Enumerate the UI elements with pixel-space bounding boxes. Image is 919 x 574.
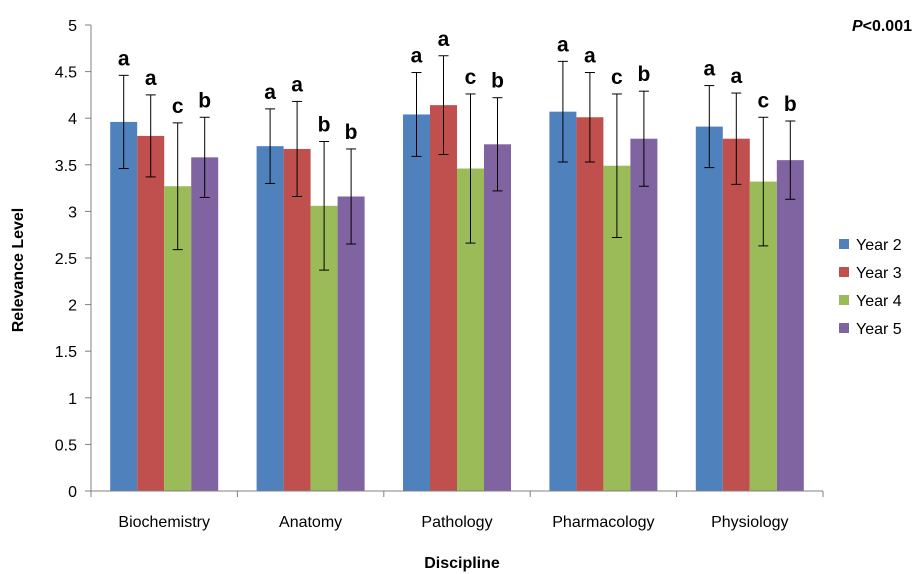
legend-swatch [839,295,849,305]
bars [110,105,804,492]
bar [430,105,457,491]
p-value-text: <0.001 [863,18,912,35]
bar [776,160,804,491]
significance-letter: a [264,81,276,104]
significance-letter: a [438,28,450,51]
significance-letter: b [491,70,504,93]
x-axis-title: Discipline [424,555,500,572]
bar [337,196,365,491]
category-label: Biochemistry [118,514,210,531]
bar [630,138,658,492]
legend-label: Year 2 [856,237,902,254]
significance-letter: b [784,93,797,116]
significance-letter: b [345,121,358,144]
category-label: Pathology [421,514,492,531]
significance-letter: a [557,33,569,56]
legend-swatch [839,267,849,277]
bar [549,111,577,492]
bar [256,146,284,491]
y-tick-label: 3.5 [55,158,77,175]
significance-letter: a [291,73,303,96]
category-label: Physiology [711,514,788,531]
y-axis-ticks: 0 0.5 1 1.5 2 2.5 3 3.5 4 4.5 5 [55,18,91,501]
significance-letter: a [118,47,130,70]
legend: Year 2 Year 3 Year 4 Year 5 [839,237,902,338]
bar [191,157,219,491]
y-axis-title: Relevance Level [10,208,27,333]
y-tick-label: 2 [68,298,77,315]
bar [722,138,750,492]
bar [695,126,723,491]
y-tick-label: 2.5 [55,251,77,268]
significance-letter: c [757,89,769,112]
significance-letter: a [703,58,715,81]
y-tick-label: 4.5 [55,65,77,82]
legend-label: Year 3 [856,265,902,282]
significance-letter: b [198,89,211,112]
legend-swatch [839,239,849,249]
bar [484,144,511,491]
category-label: Pharmacology [552,514,654,531]
legend-label: Year 5 [856,321,902,338]
y-tick-label: 5 [68,18,77,35]
significance-letter: a [730,65,742,88]
bar [576,117,604,491]
significance-letter: c [611,66,623,89]
bar [137,135,165,491]
significance-letter: b [318,114,331,137]
y-tick-label: 0 [68,484,77,501]
error-bars [118,55,796,271]
category-label: Anatomy [279,514,342,531]
significance-letter: c [465,66,477,89]
y-tick-label: 4 [68,111,77,128]
y-tick-label: 1 [68,391,77,408]
bar [110,121,138,491]
significance-letter: a [411,45,423,68]
y-tick-label: 3 [68,204,77,221]
bar [283,148,311,491]
significance-letter: b [637,63,650,86]
y-tick-label: 0.5 [55,437,77,454]
significance-letter: a [145,67,157,90]
significance-letter: c [172,95,184,118]
x-axis-categories: Biochemistry Anatomy Pathology Pharmacology… [90,491,824,531]
legend-swatch [839,323,849,333]
y-tick-label: 1.5 [55,344,77,361]
p-value-annotation: P<0.001 [852,18,912,35]
legend-label: Year 4 [856,293,902,310]
p-value-symbol: P [852,18,863,35]
significance-letter: a [584,45,596,68]
bar [403,114,430,492]
